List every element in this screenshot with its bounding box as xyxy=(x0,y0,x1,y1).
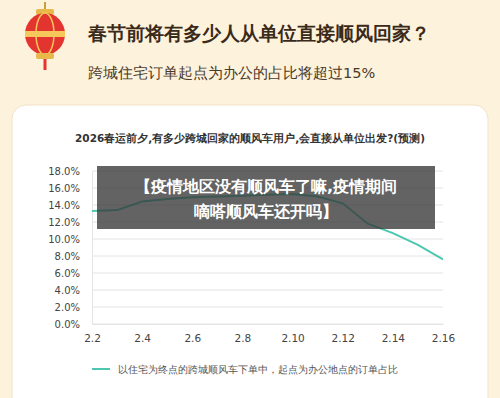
grid-line xyxy=(92,256,443,257)
lantern-body xyxy=(25,13,65,55)
y-tick: 6.0% xyxy=(55,268,92,279)
x-tick-label: 2.8 xyxy=(235,332,252,344)
y-tick: 18.0% xyxy=(48,166,92,177)
y-tick-label: 12.0% xyxy=(48,217,80,228)
x-axis: 2.2 2.4 2.6 2.8 2.10 2.12 2.14 2.16 xyxy=(84,324,455,344)
y-tick: 12.0% xyxy=(48,217,92,228)
x-tick-label: 2.4 xyxy=(134,332,151,344)
subtitle: 跨城住宅订单起点为办公的占比将超过15% xyxy=(88,65,375,81)
y-tick: 8.0% xyxy=(55,251,92,262)
y-tick: 16.0% xyxy=(48,183,92,194)
y-tick: 10.0% xyxy=(48,234,92,245)
lantern-icon xyxy=(25,2,65,70)
x-tick: 2.16 xyxy=(432,324,456,344)
grid-line xyxy=(92,290,443,291)
x-tick-label: 2.2 xyxy=(84,332,101,344)
grid-line xyxy=(92,239,443,240)
x-tick-label: 2.16 xyxy=(432,332,456,344)
x-tick: 2.14 xyxy=(382,324,406,344)
y-tick-label: 0.0% xyxy=(55,319,80,330)
overlay-box xyxy=(97,166,435,229)
legend: 以住宅为终点的跨城顺风车下单中，起点为办公地点的订单占比 xyxy=(92,364,398,375)
y-tick-label: 10.0% xyxy=(48,234,80,245)
x-tick-label: 2.14 xyxy=(382,332,406,344)
grid xyxy=(92,171,443,324)
y-tick: 0.0% xyxy=(55,319,92,330)
lantern-base xyxy=(36,53,54,59)
x-tick-label: 2.10 xyxy=(281,332,304,344)
chart-title: 2026春运前夕,有多少跨城回家的顺风车用户,会直接从单位出发?(预测) xyxy=(75,132,425,144)
y-tick-label: 16.0% xyxy=(48,183,80,194)
overlay-text: 嘀嗒顺风车还开吗】 xyxy=(194,202,338,221)
title: 春节前将有多少人从单位直接顺风回家？ xyxy=(87,22,430,44)
x-tick: 2.8 xyxy=(235,324,252,344)
y-axis: 0.0% 2.0% 4.0% 6.0% 8.0% 10.0% 12.0% 14.0% 16.0%… xyxy=(48,166,92,330)
x-tick: 2.2 xyxy=(84,324,101,344)
y-tick-label: 2.0% xyxy=(55,302,80,313)
legend-label: 以住宅为终点的跨城顺风车下单中，起点为办公地点的订单占比 xyxy=(118,364,398,375)
x-tick-label: 2.6 xyxy=(184,332,201,344)
y-tick: 4.0% xyxy=(55,285,92,296)
x-tick: 2.6 xyxy=(184,324,201,344)
lantern-tassel xyxy=(44,59,47,70)
y-tick-label: 18.0% xyxy=(48,166,80,177)
y-tick-label: 8.0% xyxy=(55,251,80,262)
x-tick-label: 2.12 xyxy=(332,332,355,344)
x-tick: 2.12 xyxy=(332,324,355,344)
grid-line xyxy=(92,273,443,274)
legend-swatch xyxy=(92,368,110,370)
lantern-string xyxy=(44,2,46,10)
infographic: 春节前将有多少人从单位直接顺风回家？ 跨城住宅订单起点为办公的占比将超过15% 20… xyxy=(0,0,500,398)
x-tick: 2.4 xyxy=(134,324,151,344)
y-tick-label: 14.0% xyxy=(48,200,80,211)
y-tick-label: 4.0% xyxy=(55,285,80,296)
overlay: 【疫情地区没有顺风车了嘛,疫情期间嘀嗒顺风车还开吗】 xyxy=(97,166,435,229)
y-tick: 14.0% xyxy=(48,200,92,211)
overlay-text: 【疫情地区没有顺风车了嘛,疫情期间 xyxy=(135,177,397,196)
y-tick: 2.0% xyxy=(55,302,92,313)
grid-line xyxy=(92,307,443,308)
lantern-band xyxy=(25,31,65,37)
x-tick: 2.10 xyxy=(281,324,304,344)
grid-line xyxy=(92,324,443,325)
y-tick-label: 6.0% xyxy=(55,268,80,279)
y-axis-line xyxy=(92,172,93,325)
card xyxy=(12,105,488,398)
x-axis-line xyxy=(93,324,444,325)
